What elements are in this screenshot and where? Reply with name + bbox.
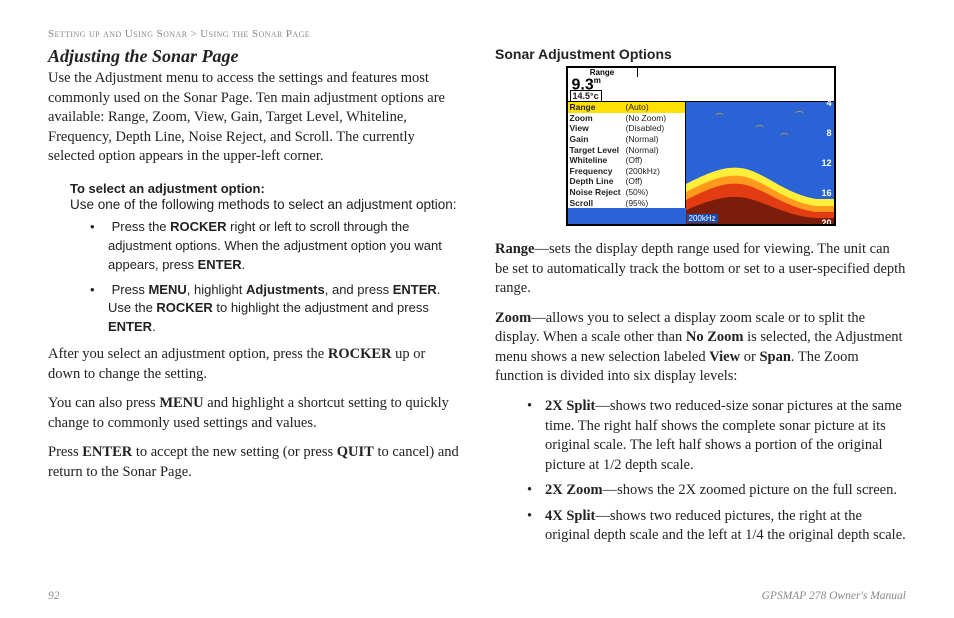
list-item: 2X Split—shows two reduced-size sonar pi… xyxy=(495,397,906,475)
zoom-levels-list: 2X Split—shows two reduced-size sonar pi… xyxy=(495,397,906,546)
fish-icon: ⌒ xyxy=(756,124,764,135)
manual-title: GPSMAP 278 Owner's Manual xyxy=(762,590,906,602)
list-item: 4X Split—shows two reduced pictures, the… xyxy=(495,507,906,546)
sonar-temp: 14.5°c xyxy=(570,90,602,102)
crumb-right: Using the Sonar Page xyxy=(200,28,310,40)
paragraph: Press ENTER to accept the new setting (o… xyxy=(48,443,459,482)
sonar-screenshot: Range 9.3m 14.5°c Range(Auto)Zoom(No Zoo… xyxy=(566,66,836,226)
depth-tick: 0 xyxy=(826,68,831,78)
sonar-menu-row: Depth Line(Off) xyxy=(568,176,685,187)
sonar-menu-row: Gain(Normal) xyxy=(568,134,685,145)
list-item: Press the ROCKER right or left to scroll… xyxy=(48,218,459,275)
fish-icon: ⌒ xyxy=(781,132,789,143)
sonar-menu-row: View(Disabled) xyxy=(568,123,685,134)
page-footer: 92 GPSMAP 278 Owner's Manual xyxy=(48,590,906,602)
breadcrumb: Setting up and Using Sonar > Using the S… xyxy=(48,28,906,40)
fish-icon: ⌒ xyxy=(716,112,724,123)
sonar-menu-row: Zoom(No Zoom) xyxy=(568,113,685,124)
instruction-heading: To select an adjustment option: xyxy=(70,181,459,196)
list-item: Press MENU, highlight Adjustments, and p… xyxy=(48,281,459,338)
depth-tick: 20 xyxy=(821,218,831,226)
instruction-list: Press the ROCKER right or left to scroll… xyxy=(48,218,459,337)
sonar-figure-wrap: Range 9.3m 14.5°c Range(Auto)Zoom(No Zoo… xyxy=(495,66,906,226)
fish-icon: ⌒ xyxy=(796,110,804,121)
sonar-menu-row: Frequency(200kHz) xyxy=(568,166,685,177)
option-range: Range—sets the display depth range used … xyxy=(495,240,906,299)
sonar-menu-row: Whiteline(Off) xyxy=(568,155,685,166)
page-number: 92 xyxy=(48,590,60,602)
instruction-lead: Use one of the following methods to sele… xyxy=(70,196,459,214)
depth-tick: 16 xyxy=(821,188,831,198)
sonar-menu-row: Range(Auto) xyxy=(568,102,685,113)
intro-paragraph: Use the Adjustment menu to access the se… xyxy=(48,69,459,167)
sonar-bottom-profile xyxy=(686,144,836,224)
sonar-menu-row: Target Level(Normal) xyxy=(568,145,685,156)
options-title: Sonar Adjustment Options xyxy=(495,46,906,62)
section-title: Adjusting the Sonar Page xyxy=(48,46,459,67)
paragraph: After you select an adjustment option, p… xyxy=(48,345,459,384)
crumb-sep: > xyxy=(191,28,198,40)
sonar-menu: Range(Auto)Zoom(No Zoom)View(Disabled)Ga… xyxy=(568,102,686,208)
crumb-left: Setting up and Using Sonar xyxy=(48,28,187,40)
option-zoom: Zoom—allows you to select a display zoom… xyxy=(495,309,906,387)
depth-tick: 12 xyxy=(821,158,831,168)
sonar-menu-row: Scroll(95%) xyxy=(568,198,685,209)
sonar-menu-row: Noise Reject(50%) xyxy=(568,187,685,198)
depth-tick: 4 xyxy=(826,98,831,108)
sonar-frequency-badge: 200kHz xyxy=(687,214,718,223)
depth-tick: 8 xyxy=(826,128,831,138)
right-column: Sonar Adjustment Options Range 9.3m 14.5… xyxy=(495,46,906,554)
left-column: Adjusting the Sonar Page Use the Adjustm… xyxy=(48,46,459,554)
list-item: 2X Zoom—shows the 2X zoomed picture on t… xyxy=(495,481,906,501)
sonar-depth-ticks: 0 4 8 12 16 20 xyxy=(816,68,832,224)
paragraph: You can also press MENU and highlight a … xyxy=(48,394,459,433)
